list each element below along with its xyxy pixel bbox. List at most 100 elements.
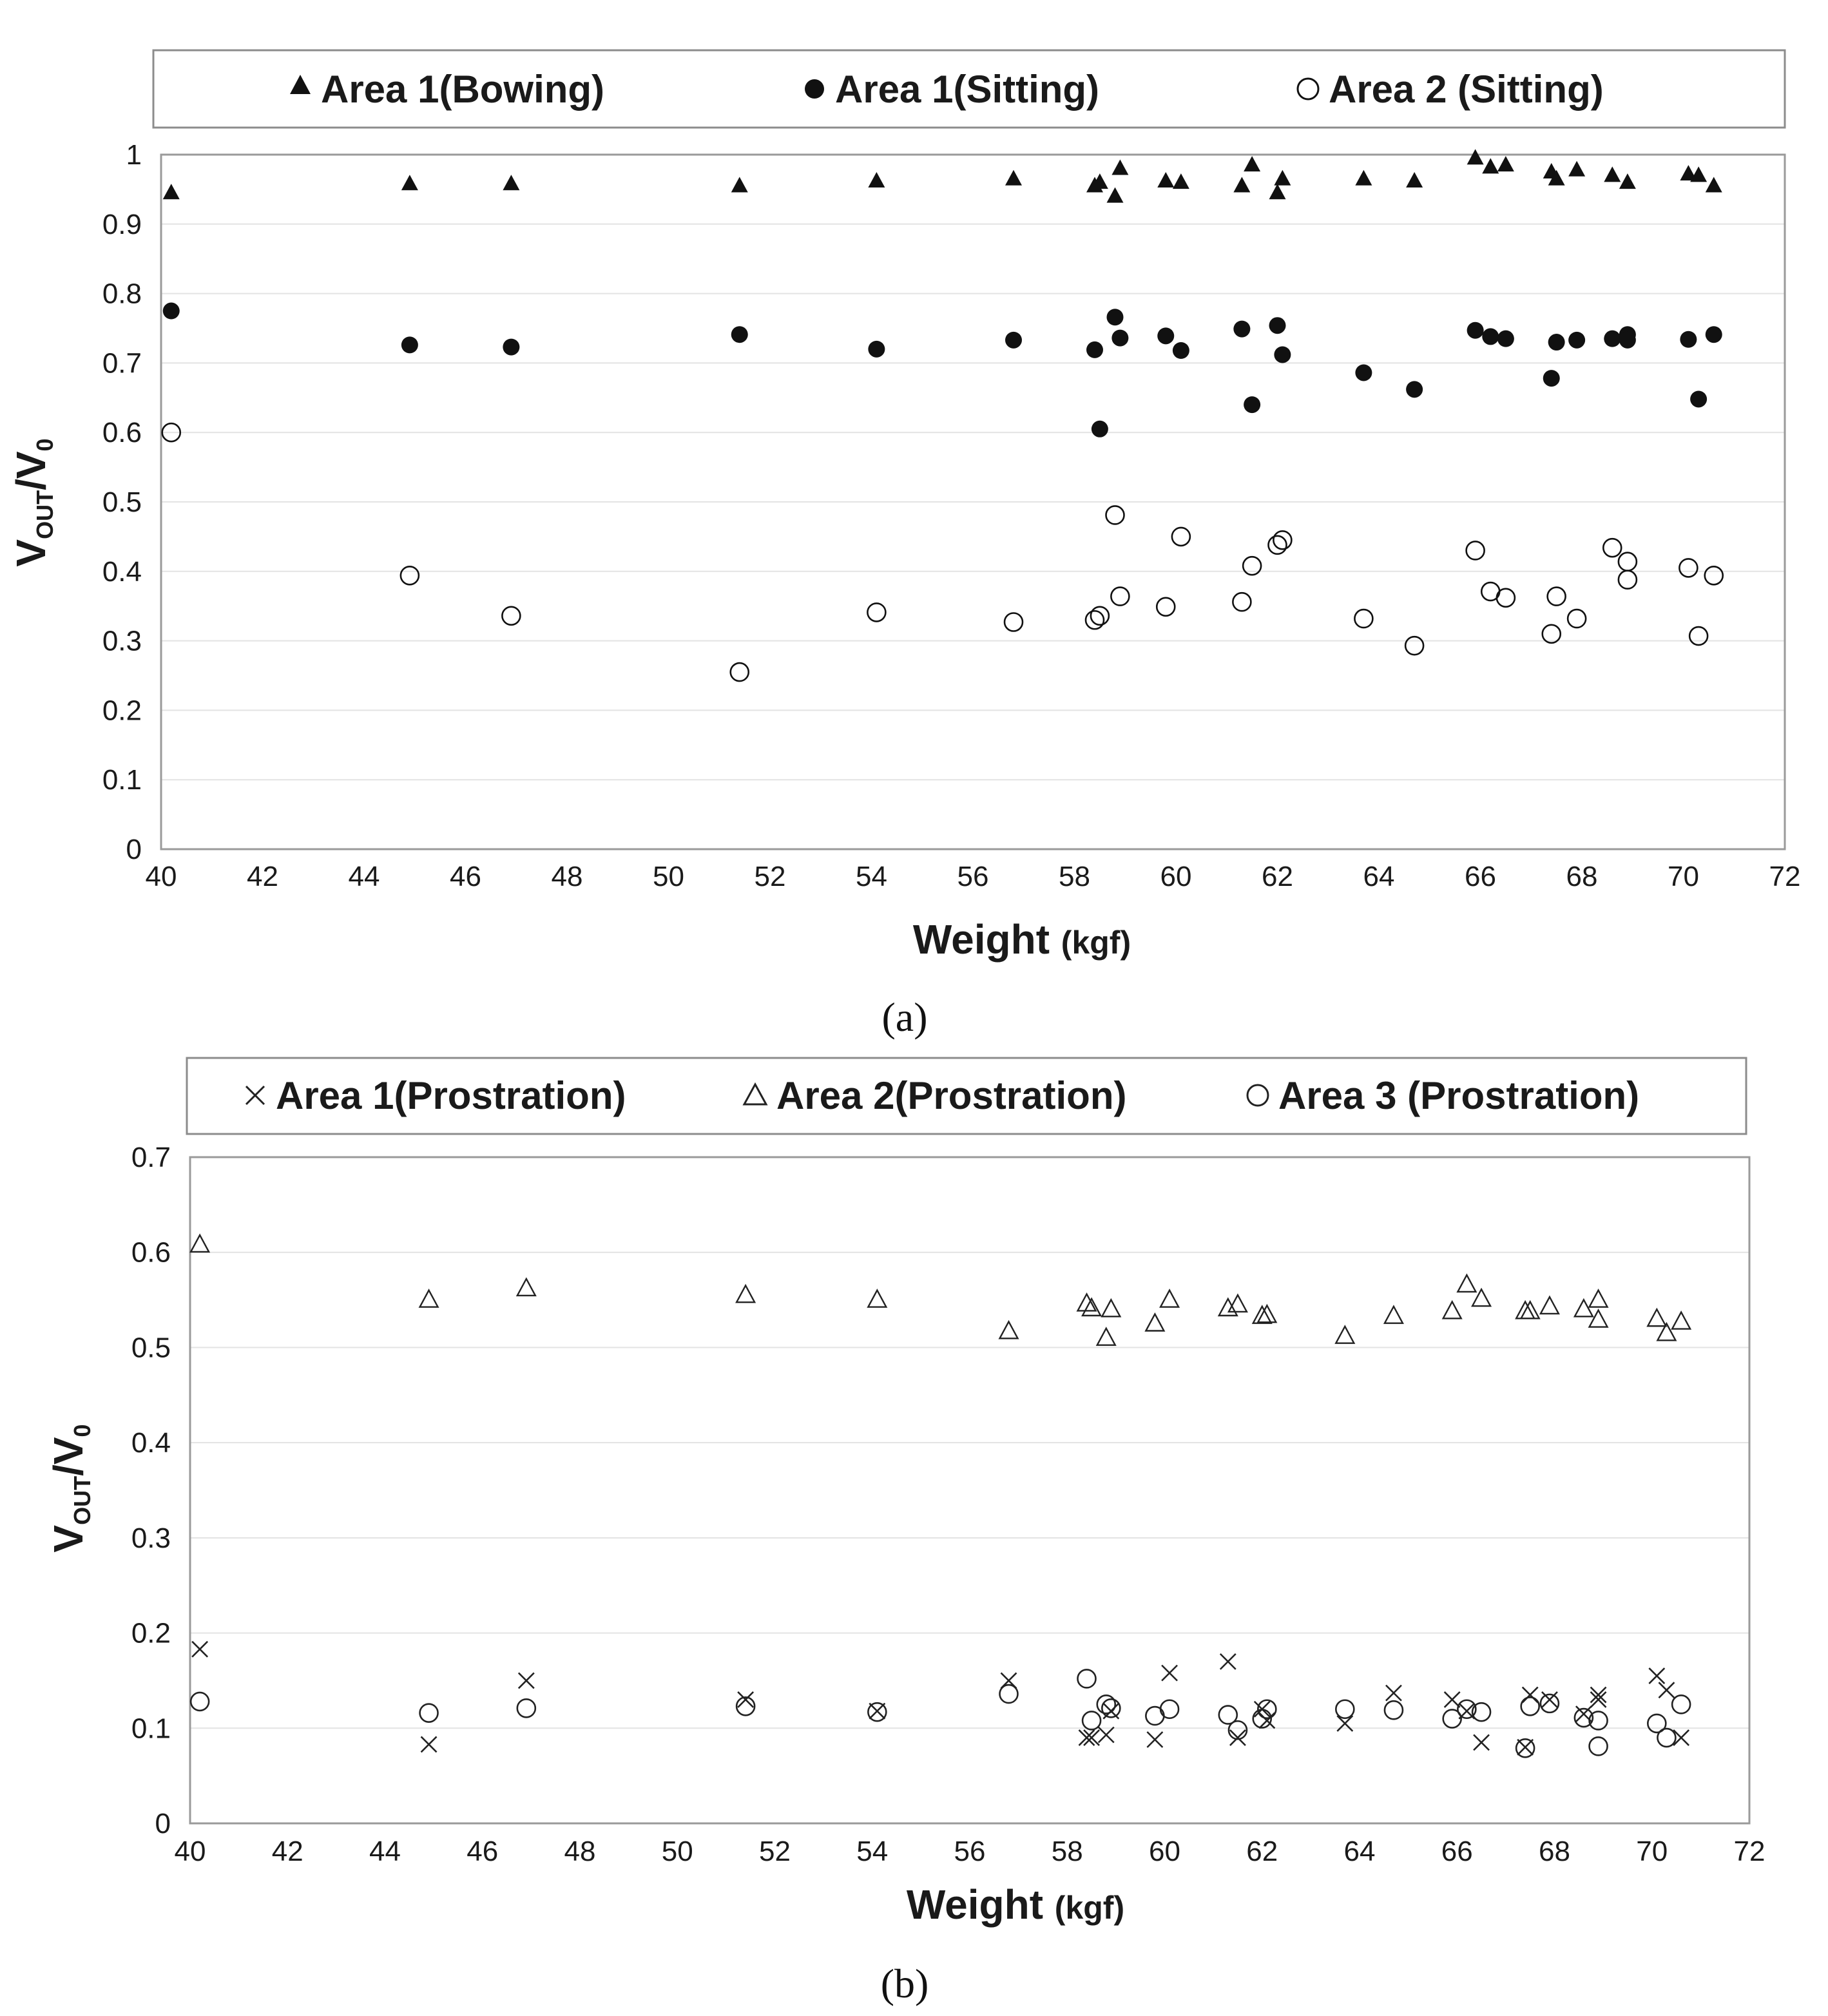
data-point [1084,610,1105,630]
data-point [401,175,418,191]
data-point [1521,1686,1539,1704]
x-tick-label: 58 [1052,1836,1083,1867]
data-point [1111,329,1129,347]
legend-item-area2-prostration: Area 2(Prostration) [742,1074,1126,1117]
data-point [1590,1691,1607,1708]
data-point [1159,1699,1180,1720]
data-point [191,1640,209,1658]
data-point [1111,159,1129,175]
data-point [1679,558,1698,578]
data-point [399,565,420,586]
y-tick-label: 0.8 [102,278,142,310]
chart-b: Area 1(Prostration) Area 2(Prostration) … [45,1057,1765,2006]
data-point [998,1320,1019,1339]
data-point [1688,626,1709,646]
data-point [1441,1300,1463,1320]
x-tick-label: 54 [856,861,887,892]
data-point [1404,635,1425,656]
data-point [1096,1694,1117,1714]
data-point [1172,173,1189,189]
data-point [731,326,748,343]
data-point [1218,1705,1238,1725]
data-point [1548,334,1565,351]
data-point [1385,1684,1402,1702]
data-point [1705,177,1722,193]
data-point [1648,1667,1666,1684]
x-tick-label: 52 [755,861,786,892]
data-point [1671,1310,1692,1330]
data-point [501,606,521,626]
data-point [517,1672,535,1689]
data-point [1680,331,1697,348]
chart-a-legend-box [152,49,1786,129]
data-point [1383,1305,1404,1324]
y-tick-label: 0.4 [102,556,142,588]
open-triangle-marker-icon [742,1082,768,1106]
data-point [1704,565,1724,586]
panel-label-b: (b) [881,1961,929,2006]
x-tick-label: 64 [1363,861,1395,892]
legend-label: Area 1(Bowing) [321,68,604,111]
y-tick-label: 0.3 [131,1522,171,1554]
data-point [1252,1709,1273,1729]
x-tick-label: 62 [1246,1836,1278,1867]
x-tick-label: 66 [1441,1836,1473,1867]
data-point [419,1703,439,1723]
data-point [729,662,750,682]
data-point [162,184,180,200]
x-tick-label: 52 [759,1836,791,1867]
x-tick-label: 56 [957,861,989,892]
data-point [1482,158,1499,174]
open-circle-marker-icon [1246,1084,1269,1107]
data-point [1335,1699,1355,1720]
chart-b-x-axis-title: Weight (kgf) [907,1881,1124,1928]
data-point [1269,184,1286,200]
data-point [1157,327,1175,345]
data-point [1161,1664,1178,1682]
data-point [1233,177,1251,193]
data-point [1105,505,1125,525]
data-point [1471,1287,1492,1307]
data-point [867,602,887,622]
data-point [1515,1738,1535,1758]
data-point [1256,1303,1278,1323]
data-point [1548,169,1565,186]
data-point [1095,1327,1117,1346]
data-point [1541,624,1562,644]
data-point [1517,1738,1534,1756]
data-point [1159,1289,1180,1308]
x-tick-label: 62 [1262,861,1293,892]
legend-item-area3-prostration: Area 3 (Prostration) [1246,1074,1639,1117]
data-point [1076,1292,1097,1312]
data-point [731,177,748,193]
y-tick-label: 0.4 [131,1427,171,1459]
legend-label: Area 2(Prostration) [776,1074,1126,1117]
y-tick-label: 0.6 [131,1237,171,1269]
chart-a-legend: Area 1(Bowing) Area 1(Sitting) Area 2 (S… [152,49,1786,129]
chart-b-x-tick-labels: 40 42 44 46 48 50 52 54 56 58 60 62 64 66 68 70 72 [175,1836,1765,1867]
data-point [1406,381,1423,398]
x-tick-label: 60 [1149,1836,1180,1867]
data-point [1473,1734,1490,1751]
data-point [1588,1289,1609,1308]
chart-b-data-points [189,1233,1692,1758]
data-point [1443,1691,1461,1708]
series-area-1-sitting [162,302,1722,437]
data-point [1546,586,1566,606]
data-point [737,1691,755,1708]
data-point [1619,173,1636,189]
data-point [1671,1694,1691,1714]
data-point [1144,1312,1166,1332]
data-point [1003,612,1024,632]
data-point [1005,169,1022,186]
chart-a-y-tick-labels: 0 0.1 0.2 0.3 0.4 0.5 0.6 0.7 0.8 0.9 1 [102,139,142,865]
data-point [1091,173,1108,189]
data-point [1244,156,1261,172]
data-point [1658,1682,1675,1699]
y-tick-label: 0.2 [131,1618,171,1649]
data-point [1568,331,1586,349]
x-tick-label: 56 [954,1836,986,1867]
x-tick-label: 44 [349,861,380,892]
data-point [418,1289,439,1308]
y-tick-label: 0.1 [131,1713,171,1744]
